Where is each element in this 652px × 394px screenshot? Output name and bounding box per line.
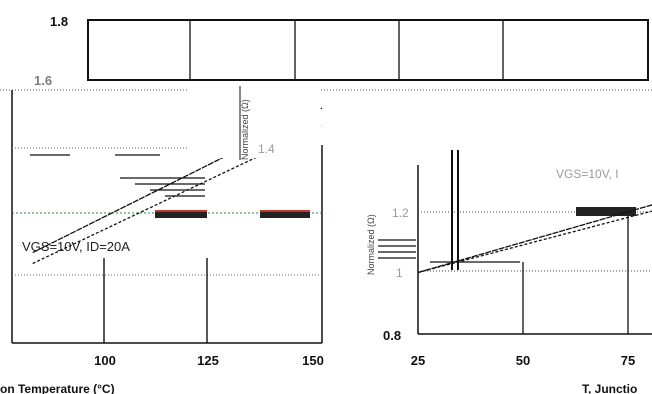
right-x-label: T, Junctio [582, 382, 637, 394]
inset-y-label: Normalized (Ω) [240, 99, 250, 160]
left-legend-bar [155, 210, 207, 218]
left-hatch [30, 154, 205, 197]
right-series-line-2 [417, 210, 652, 274]
top-panel: 1.8 1.6 [0, 14, 652, 91]
top-plot-frame [87, 19, 649, 81]
left-legend-bar [260, 210, 310, 218]
left-legend-bar-red [260, 210, 310, 212]
left-x-tick: 150 [302, 353, 324, 368]
right-y-tick: 0.8 [383, 328, 401, 343]
right-x-tick: 25 [411, 353, 425, 368]
right-y-tick: 1 [396, 266, 403, 280]
left-x-tick: 125 [197, 353, 219, 368]
right-series-line-1 [417, 204, 652, 274]
left-annotation: VGS=10V, ID=20A [22, 239, 130, 254]
top-y-tick: 1.8 [50, 14, 68, 29]
right-top-mask [413, 145, 652, 147]
left-inset [188, 84, 320, 158]
left-x-label: on Temperature (°C) [0, 382, 115, 394]
left-x-tick: 100 [94, 353, 116, 368]
right-hatch [378, 239, 520, 263]
left-panel: Normalized (Ω) 1.4 VGS=10V, ID=20A 100 1… [0, 84, 324, 394]
inset-tick: 1.4 [258, 142, 275, 156]
right-annotation: VGS=10V, I [556, 167, 619, 181]
left-legend-bar-red [155, 210, 207, 212]
right-x-tick: 75 [621, 353, 635, 368]
right-panel: Normalized (Ω) 1.2 1 0.8 VGS=10V, I 25 5… [366, 145, 652, 394]
right-x-tick: 50 [516, 353, 530, 368]
top-y-tick: 1.6 [34, 73, 52, 88]
right-y-label: Normalized (Ω) [366, 214, 376, 275]
right-legend-bar [576, 207, 636, 216]
right-y-tick: 1.2 [392, 206, 409, 220]
